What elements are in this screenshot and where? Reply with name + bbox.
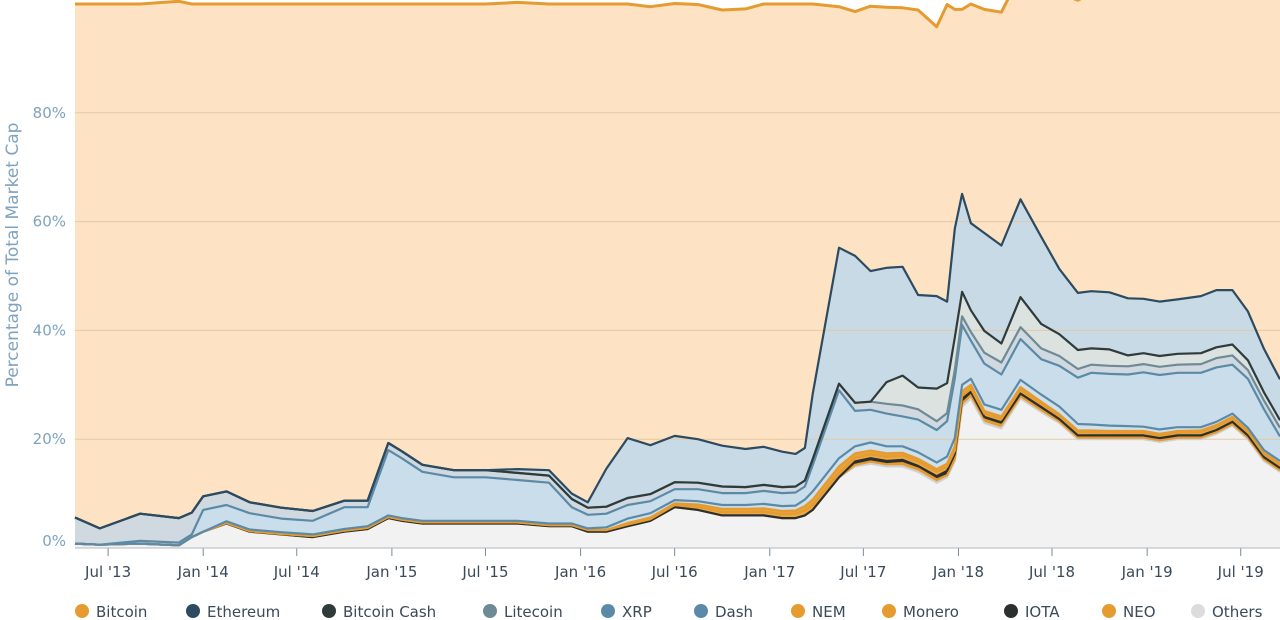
x-tick-label: Jul '13 [84, 563, 131, 581]
line-dash [74, 377, 1280, 547]
y-tick-label: 80% [33, 104, 66, 122]
y-tick-label: 0% [42, 532, 66, 550]
series-lines [74, 0, 1280, 547]
area-xrp [75, 325, 1280, 546]
area-ethereum [75, 193, 1280, 529]
y-tick-label: 20% [33, 430, 66, 448]
line-nem [74, 383, 1280, 547]
x-axis-ticks: Jul '13 Jan '14 Jul '14 Jan '15 Jul '15 Jan '… [75, 547, 1280, 581]
legend-item-monero[interactable]: Monero [882, 603, 959, 620]
legend-marker [882, 604, 896, 618]
area-litecoin [75, 316, 1280, 545]
line-ethereum [74, 192, 1280, 530]
legend-item-iota[interactable]: IOTA [1004, 603, 1060, 620]
legend-marker [483, 604, 497, 618]
legend-marker [601, 604, 615, 618]
legend-item-nem[interactable]: NEM [791, 603, 846, 620]
legend-label: Litecoin [504, 603, 563, 620]
legend-label: Others [1212, 603, 1263, 620]
legend-item-bitcoin-cash[interactable]: Bitcoin Cash [322, 603, 436, 620]
stacked-areas [75, 0, 1280, 548]
y-axis-ticks: 0% 20% 40% 60% 80% [33, 104, 66, 550]
legend-marker [791, 604, 805, 618]
x-tick-label: Jul '15 [461, 563, 508, 581]
legend-item-ethereum[interactable]: Ethereum [186, 603, 280, 620]
legend-marker [1004, 604, 1018, 618]
x-tick-label: Jan '19 [1121, 563, 1173, 581]
y-tick-label: 60% [33, 213, 66, 231]
legend-label: NEO [1123, 603, 1156, 620]
line-xrp [74, 323, 1280, 546]
legend-marker [1191, 604, 1205, 618]
legend-item-litecoin[interactable]: Litecoin [483, 603, 563, 620]
legend-item-dash[interactable]: Dash [694, 603, 753, 620]
y-tick-label: 40% [33, 321, 66, 339]
legend-label: IOTA [1025, 603, 1060, 620]
legend-label: Dash [715, 603, 753, 620]
line-bitcoin [75, 0, 1082, 29]
legend-label: Monero [903, 603, 959, 620]
x-tick-label: Jul '16 [651, 563, 698, 581]
legend-label: XRP [622, 603, 652, 620]
x-tick-label: Jul '17 [839, 563, 886, 581]
x-tick-label: Jan '15 [365, 563, 417, 581]
y-axis-label: Percentage of Total Market Cap [3, 123, 23, 388]
legend: Bitcoin Ethereum Bitcoin Cash Litecoin XRP Da… [75, 603, 1263, 620]
legend-label: Ethereum [207, 603, 280, 620]
legend-marker [186, 604, 200, 618]
area-bitcoin [75, 0, 1280, 529]
legend-marker [694, 604, 708, 618]
legend-marker [1102, 604, 1116, 618]
area-others [75, 398, 1280, 548]
legend-marker [322, 604, 336, 618]
legend-label: Bitcoin [96, 603, 147, 620]
legend-item-bitcoin[interactable]: Bitcoin [75, 603, 147, 620]
x-tick-label: Jul '19 [1217, 563, 1264, 581]
x-tick-label: Jan '14 [177, 563, 229, 581]
legend-item-others[interactable]: Others [1191, 603, 1263, 620]
legend-label: Bitcoin Cash [343, 603, 436, 620]
x-tick-label: Jul '18 [1028, 563, 1075, 581]
legend-item-neo[interactable]: NEO [1102, 603, 1156, 620]
legend-label: NEM [812, 603, 846, 620]
legend-marker [75, 604, 89, 618]
x-tick-label: Jan '16 [554, 563, 606, 581]
x-tick-label: Jan '18 [932, 563, 984, 581]
legend-item-xrp[interactable]: XRP [601, 603, 652, 620]
x-tick-label: Jan '17 [743, 563, 795, 581]
x-tick-label: Jul '14 [273, 563, 320, 581]
